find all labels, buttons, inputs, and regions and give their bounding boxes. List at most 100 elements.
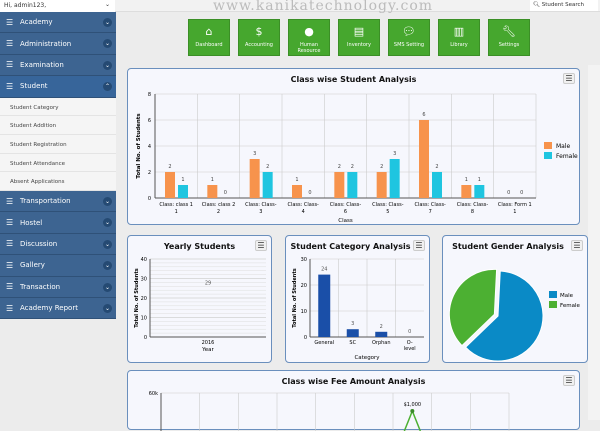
y-tick-label: 6 [148,118,151,124]
nav-inventory-button[interactable]: ▤ Inventory [338,19,380,56]
user-menu[interactable]: Hi, admin123, ⌄ [0,0,115,12]
user-icon: ● [304,25,314,38]
x-tick-label: SC [349,340,356,346]
bar-male [207,185,218,198]
y-tick-label: 0 [144,335,147,341]
sidebar-item-discussion[interactable]: ☰ Discussion ⌄ [0,233,116,256]
list-icon: ☰ [6,81,14,91]
nav-settings-button[interactable]: 🔧︎ Settings [488,19,530,56]
sidebar-item-label: Academy Report [20,304,78,313]
bar-male [376,172,387,198]
legend-swatch [549,291,557,298]
pie-slice-male [464,270,544,362]
x-tick-label: Class: class 1 [159,202,193,208]
book-icon: ▥ [453,25,465,38]
data-label: 1 [181,177,184,183]
sidebar-item-academy[interactable]: ☰ Academy ⌄ [0,12,116,34]
x-tick-label: O- [407,340,413,346]
watermark: www.kanikatechnology.com [213,0,434,14]
bar-male [249,159,260,198]
scrollbar[interactable] [588,65,600,420]
chart-title: Student Gender Analysis [452,242,564,251]
submenu-item[interactable]: Absent Applications [0,172,116,191]
submenu-item[interactable]: Student Addition [0,116,116,135]
chart-menu-button[interactable]: ☰ [255,240,267,251]
data-label: 1 [478,177,481,183]
nav-library-button[interactable]: ▥ Library [438,19,480,56]
y-tick-label: 60k [149,391,158,397]
nav-human-resource-button[interactable]: ● Human Resource [288,19,330,56]
data-label: 6 [422,112,425,118]
nav-label: Library [450,42,468,48]
chart-menu-button[interactable]: ☰ [563,375,575,386]
sidebar-item-hostel[interactable]: ☰ Hostel ⌄ [0,212,116,234]
bar-female [178,185,188,198]
sidebar-item-label: Transportation [20,197,71,206]
fee-chart: 60k $1,000 [149,391,510,431]
sidebar-item-label: Academy [20,18,53,27]
sidebar-item-administration[interactable]: ☰ Administration ⌄ [0,33,116,55]
gender-chart: Male Female [448,268,581,362]
x-tick-label: Orphan [372,340,391,346]
list-icon: ☰ [6,39,14,49]
gender-panel: Student Gender Analysis ☰ Male Female [442,235,588,363]
nav-dashboard-button[interactable]: ⌂ Dashboard [188,19,230,56]
x-tick-label: 5 [386,209,389,215]
chevron-down-icon: ⌄ [103,39,112,49]
comment-icon: 💬︎ [402,25,416,38]
bar-female [262,172,273,198]
list-icon: ☰ [6,60,14,70]
x-tick-label: Class: Class- [245,202,277,208]
x-tick-label: Class: Class- [414,202,446,208]
sidebar-item-label: Examination [20,60,64,69]
nav-accounting-button[interactable]: $ Accounting [238,19,280,56]
x-tick-label: 1 [175,209,178,215]
data-label: 0 [507,190,510,196]
list-icon: ☰ [6,282,14,292]
y-tick-label: 0 [304,335,307,341]
sidebar-item-academy-report[interactable]: ☰ Academy Report ⌄ [0,297,116,320]
category-panel: Student Category Analysis ☰ 0 10 20 30 24 Gen… [285,235,430,363]
chart-menu-button[interactable]: ☰ [563,73,575,84]
sidebar-item-examination[interactable]: ☰ Examination ⌄ [0,54,116,77]
list-icon: ☰ [6,218,14,228]
bar-male [292,185,302,198]
sidebar-item-student[interactable]: ☰ Student ⌃ [0,76,116,98]
wrench-icon: 🔧︎ [502,25,516,38]
nav-sms-setting-button[interactable]: 💬︎ SMS Setting [388,19,430,56]
sidebar-item-label: Gallery [20,261,45,270]
legend-swatch [544,152,552,159]
data-label: 24 [321,267,327,273]
submenu-item[interactable]: Student Attendance [0,153,116,173]
x-tick-label: 7 [429,209,432,215]
sidebar-item-transportation[interactable]: ☰ Transportation ⌄ [0,191,116,213]
submenu-item[interactable]: Student Category [0,97,116,117]
bar-female [389,159,400,198]
pie-slice-female [448,268,498,347]
legend-label: Female [560,303,581,309]
x-tick-label: 4 [302,209,305,215]
x-tick-label: 6 [344,209,347,215]
sidebar-item-transaction[interactable]: ☰ Transaction ⌄ [0,276,116,298]
chart-menu-button[interactable]: ☰ [571,240,583,251]
x-tick-label: Class: Class- [330,202,362,208]
data-label: 1 [295,177,298,183]
data-label: 2 [266,164,269,170]
chevron-down-icon: ⌄ [103,239,112,249]
data-label: 3 [351,321,354,327]
chart-menu-button[interactable]: ☰ [413,240,425,251]
data-label: 0 [520,190,523,196]
chart-title: Student Category Analysis [290,242,411,251]
sidebar-item-gallery[interactable]: ☰ Gallery ⌄ [0,255,116,277]
fee-panel: Class wise Fee Amount Analysis ☰ 60k $1,0… [127,370,580,431]
bar-male [419,120,429,198]
data-label: 3 [393,151,396,157]
data-label: 3 [253,151,256,157]
legend-swatch [544,142,552,149]
student-search-button[interactable]: 🔍︎ Student Search [530,0,598,11]
legend-swatch [549,301,557,308]
data-label: 0 [308,190,311,196]
chart-title: Class wise Student Analysis [290,75,417,84]
submenu-item[interactable]: Student Registration [0,134,116,154]
